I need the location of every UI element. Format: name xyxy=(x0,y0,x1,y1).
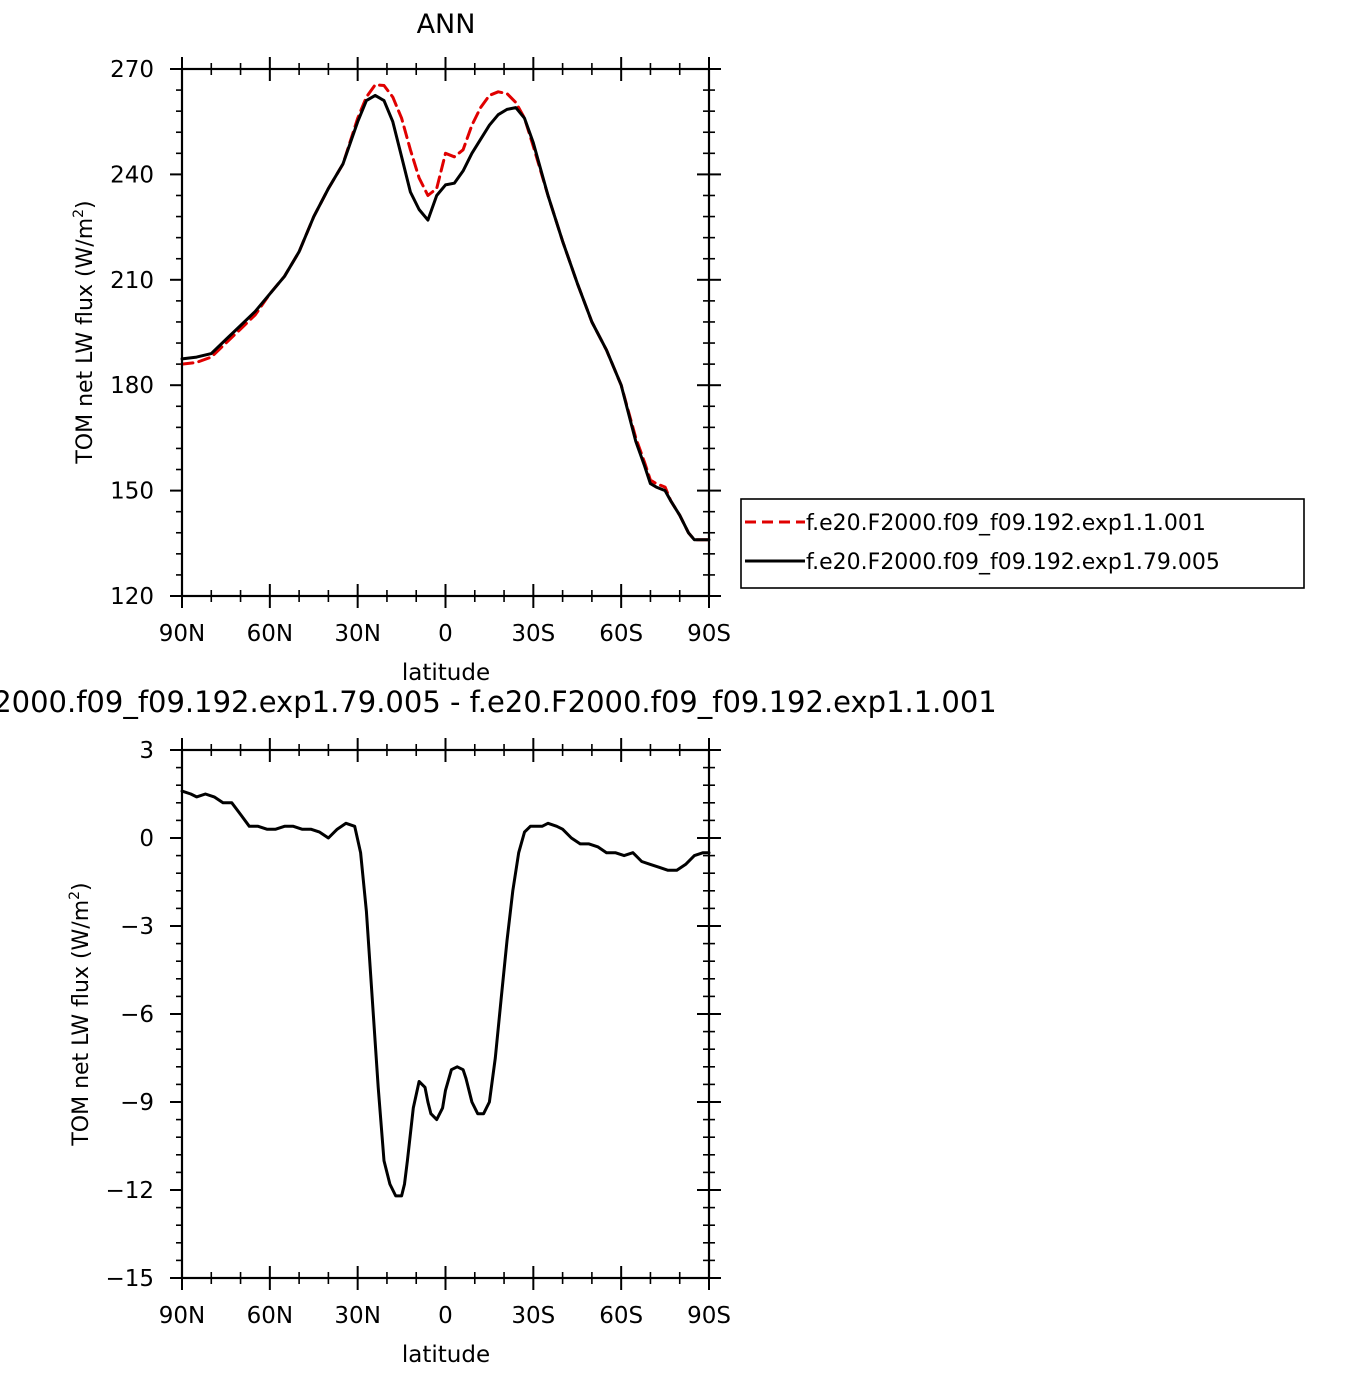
difference-plot-frame xyxy=(180,748,711,1280)
difference-y-axis-label-sup: 2 xyxy=(67,891,83,900)
x-tick-label: 60S xyxy=(599,621,643,647)
series-line-2 xyxy=(180,93,711,542)
y-axis-label-close: ) xyxy=(73,200,98,209)
y-tick-label: 270 xyxy=(110,57,154,83)
x-tick-label: 60N xyxy=(247,1303,293,1329)
y-tick-label: 210 xyxy=(110,268,154,294)
flux-chart-panel: ANN 90N 60N 30N 0 30S 60S 90S 270 240 210 180 150 12… xyxy=(71,9,1305,686)
x-tick-label: 90N xyxy=(159,621,205,647)
x-axis-label: latitude xyxy=(402,660,490,686)
x-tick-label: 90N xyxy=(159,1303,205,1329)
y-tick-label: 240 xyxy=(110,162,154,188)
difference-y-axis-label-close: ) xyxy=(69,882,94,891)
x-tick-label: 30N xyxy=(334,621,380,647)
y-axis-label-main: TOM net LW flux (W/m xyxy=(73,218,98,465)
x-tick-label: 60S xyxy=(599,1303,643,1329)
y-axis-label: TOM net LW flux (W/m2) xyxy=(71,200,98,464)
x-tick-label: 0 xyxy=(438,1303,453,1329)
x-tick-label: 30N xyxy=(334,1303,380,1329)
y-tick-label: −3 xyxy=(120,914,154,940)
y-tick-label: 150 xyxy=(110,479,154,505)
y-axis-label-sup: 2 xyxy=(71,209,87,218)
y-tick-label: 0 xyxy=(139,826,154,852)
y-tick-label: −15 xyxy=(105,1266,154,1292)
x-tick-label: 30S xyxy=(511,1303,555,1329)
y-tick-label: 180 xyxy=(110,373,154,399)
y-tick-label: −12 xyxy=(105,1178,154,1204)
difference-x-axis-label: latitude xyxy=(402,1342,490,1368)
difference-chart-title: f.e20.F2000.f09_f09.192.exp1.79.005 - f.… xyxy=(0,685,997,719)
x-tick-label: 90S xyxy=(687,1303,731,1329)
y-tick-label: −6 xyxy=(120,1002,154,1028)
x-tick-label: 30S xyxy=(511,621,555,647)
series-line-1 xyxy=(180,83,711,542)
y-tick-label: −9 xyxy=(120,1090,154,1116)
legend: f.e20.F2000.f09_f09.192.exp1.1.001 f.e20… xyxy=(740,498,1305,589)
x-tick-label: 60N xyxy=(247,621,293,647)
y-tick-label: 120 xyxy=(110,584,154,610)
legend-box xyxy=(740,498,1305,589)
legend-label-series-2: f.e20.F2000.f09_f09.192.exp1.79.005 xyxy=(806,550,1220,575)
chart-title: ANN xyxy=(417,9,476,40)
x-tick-label: 90S xyxy=(687,621,731,647)
x-tick-label: 0 xyxy=(438,621,453,647)
difference-chart-panel: f.e20.F2000.f09_f09.192.exp1.79.005 - f.… xyxy=(0,685,997,1368)
plot-frame xyxy=(180,67,711,598)
y-tick-label: 3 xyxy=(139,738,154,764)
difference-y-axis-label: TOM net LW flux (W/m2) xyxy=(67,882,94,1146)
difference-y-axis-label-main: TOM net LW flux (W/m xyxy=(69,900,94,1147)
difference-line xyxy=(180,789,711,1198)
legend-label-series-1: f.e20.F2000.f09_f09.192.exp1.1.001 xyxy=(806,511,1206,536)
